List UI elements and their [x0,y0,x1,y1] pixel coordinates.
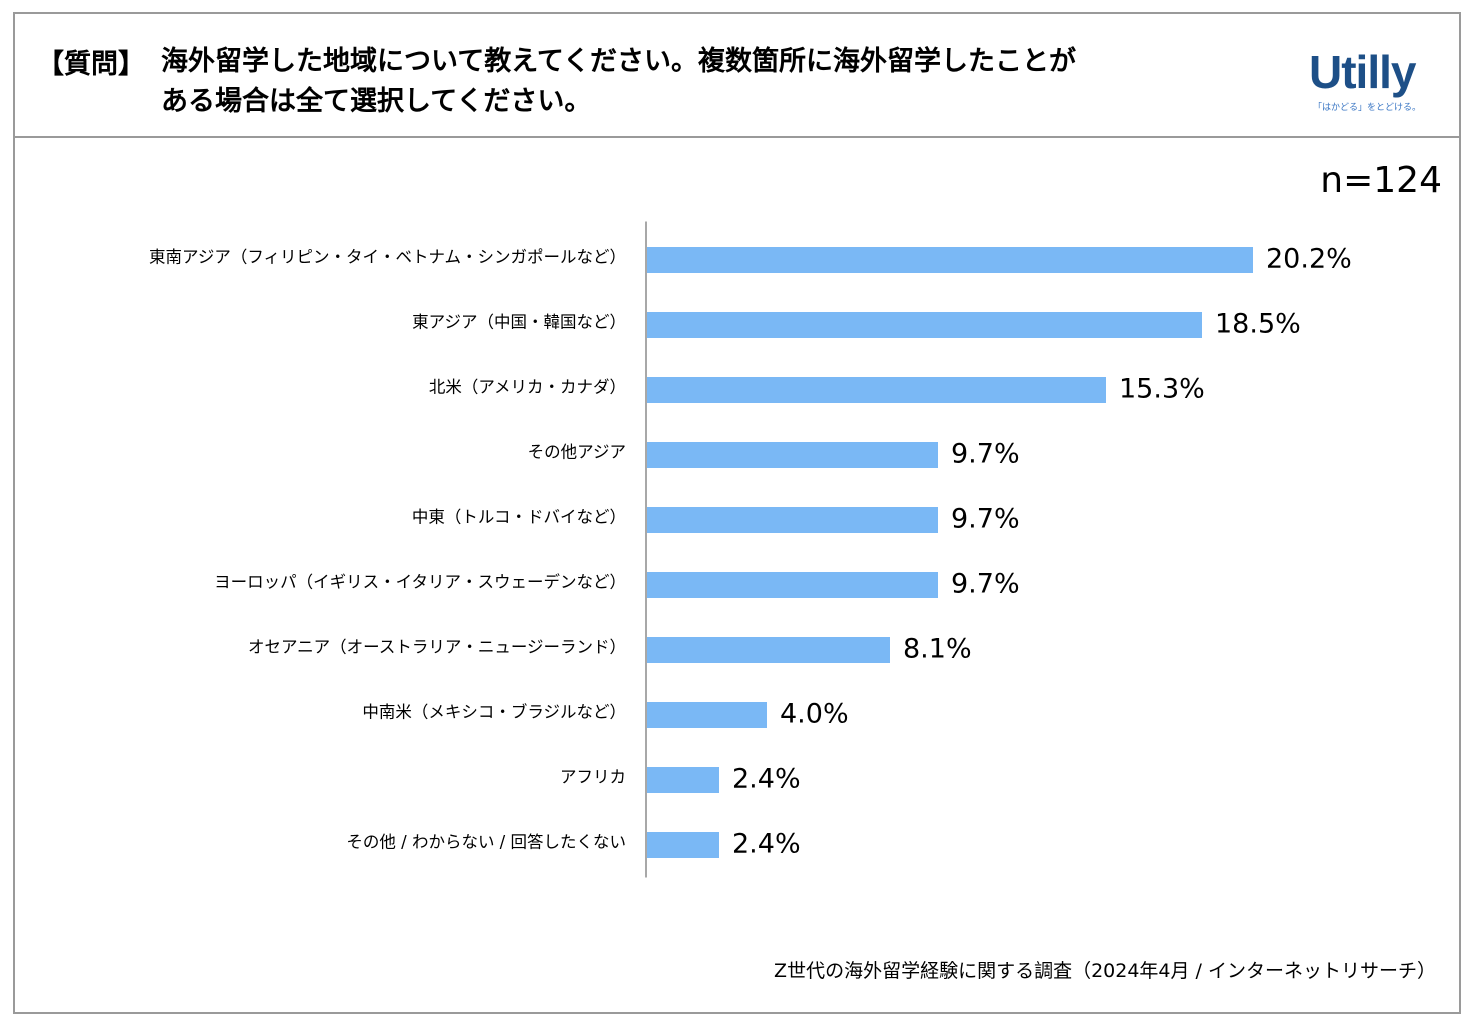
category-label: その他アジア [528,443,626,462]
bar [647,702,767,728]
value-label: 2.4% [732,829,801,860]
value-label: 8.1% [903,634,972,665]
question-line-2: ある場合は全て選択してください。 [161,86,592,117]
bar [647,572,938,598]
value-label: 15.3% [1119,374,1205,405]
bar [647,442,938,468]
question-text: 海外留学した地域について教えてください。複数箇所に海外留学したことが ある場合は… [161,42,1291,122]
category-label: ヨーロッパ（イギリス・イタリア・スウェーデンなど） [214,572,626,592]
question-header: 【質問】 海外留学した地域について教えてください。複数箇所に海外留学したことが … [15,14,1459,138]
value-label: 9.7% [951,504,1020,535]
bar [647,832,719,858]
category-label: オセアニア（オーストラリア・ニュージーランド） [248,638,626,657]
category-label: その他 / わからない / 回答したくない [346,833,626,852]
bar [647,767,719,793]
logo-tagline: 「はかどる」をとどける。 [1313,103,1422,113]
bar [647,312,1202,338]
value-label: 4.0% [780,699,849,730]
category-label: 中南米（メキシコ・ブラジルなど） [362,702,626,722]
question-tag: 【質問】 [37,49,145,80]
category-label: 東南アジア（フィリピン・タイ・ベトナム・シンガポールなど） [149,248,626,267]
source-note: Z世代の海外留学経験に関する調査（2024年4月 / インターネットリサーチ） [774,960,1436,982]
value-label: 18.5% [1215,309,1301,340]
category-label: 北米（アメリカ・カナダ） [429,378,626,397]
chart-frame: 【質問】 海外留学した地域について教えてください。複数箇所に海外留学したことが … [13,12,1461,1014]
bar [647,507,938,533]
logo-wordmark: Utilly [1309,46,1416,98]
value-label: 20.2% [1266,244,1352,275]
utilly-logo: Utilly 「はかどる」をとどける。 [1309,44,1439,114]
question-line-1: 海外留学した地域について教えてください。複数箇所に海外留学したことが [161,46,1077,77]
category-label: 中東（トルコ・ドバイなど） [412,508,626,527]
bar [647,247,1253,273]
sample-size: n=124 [1320,160,1442,201]
category-label: 東アジア（中国・韓国など） [412,313,626,332]
bar [647,637,890,663]
value-label: 9.7% [951,569,1020,600]
value-label: 2.4% [732,764,801,795]
value-label: 9.7% [951,439,1020,470]
category-label: アフリカ [560,768,626,787]
bar [647,377,1106,403]
